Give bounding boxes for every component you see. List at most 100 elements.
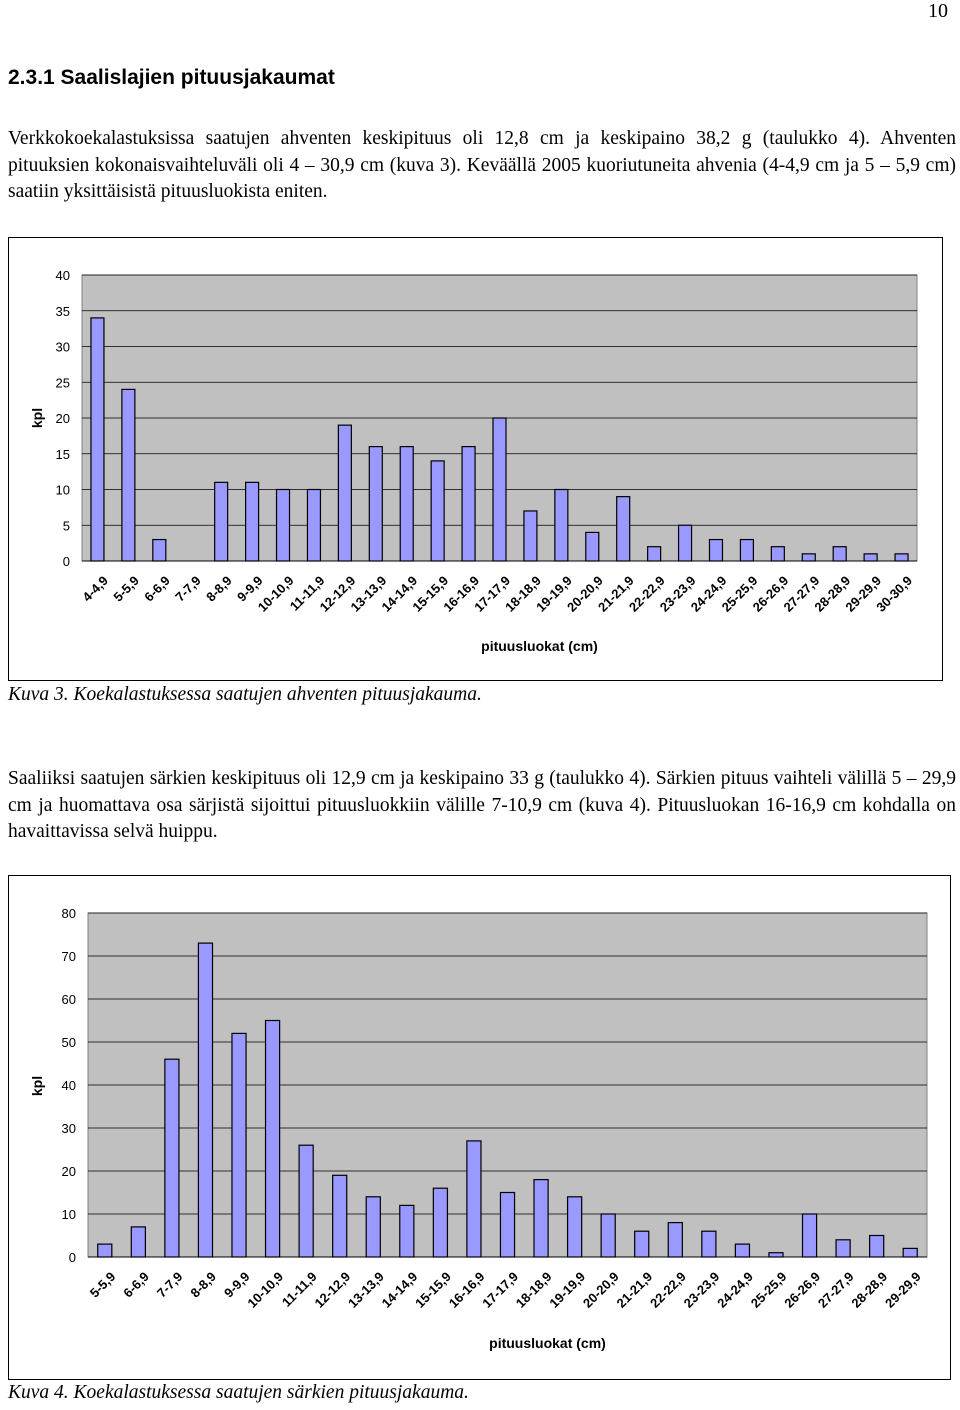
bar [275, 488, 291, 562]
paragraph-perch: Verkkokoekalastuksissa saatujen ahventen… [8, 128, 956, 202]
y-tick-label: 20 [56, 411, 70, 426]
bar [533, 1179, 549, 1258]
x-tick-label: 5-5,9 [110, 573, 142, 605]
x-tick-label: 7-7,9 [172, 573, 204, 605]
y-tick-label: 25 [56, 375, 70, 390]
bar [768, 1252, 784, 1258]
bar [298, 1144, 314, 1258]
x-tick-label: 19-19,9 [546, 1269, 588, 1311]
y-tick-label: 70 [62, 949, 76, 964]
x-tick-label: 24-24,9 [714, 1269, 756, 1311]
bar [130, 1226, 146, 1258]
bar [554, 488, 569, 562]
bar [197, 942, 214, 1258]
bar [306, 488, 322, 562]
bar [432, 1187, 449, 1258]
x-tick-label: 4-4,9 [79, 573, 111, 605]
bar [399, 1204, 415, 1258]
y-tick-label: 30 [56, 340, 70, 355]
x-tick-label: 22-22,9 [647, 1269, 689, 1311]
bar [667, 1222, 683, 1258]
x-axis-title: pituusluokat (cm) [481, 638, 598, 654]
y-tick-label: 80 [62, 906, 76, 921]
bar [869, 1234, 885, 1258]
bar [677, 524, 693, 562]
x-tick-label: 15-15,9 [412, 1269, 454, 1311]
bar [600, 1213, 616, 1258]
x-tick-label: 16-16,9 [446, 1269, 488, 1311]
y-tick-label: 5 [63, 518, 70, 533]
x-tick-label: 26-26,9 [781, 1269, 823, 1311]
bar [634, 1230, 650, 1258]
y-tick-label: 40 [62, 1078, 76, 1093]
x-tick-label: 8-8,9 [187, 1269, 219, 1301]
y-tick-label: 0 [63, 554, 70, 569]
bar [466, 1140, 482, 1258]
bar [337, 424, 352, 562]
bar [585, 531, 600, 562]
figure-caption-3: Kuva 3. Koekalastuksessa saatujen ahvent… [8, 684, 482, 705]
bar [461, 446, 476, 562]
x-tick-label: 14-14,9 [379, 1269, 421, 1311]
bar [832, 546, 847, 562]
bar [523, 510, 538, 562]
x-tick-label: 23-23,9 [681, 1269, 723, 1311]
bar [801, 553, 816, 562]
x-tick-label: 6-6,9 [141, 573, 173, 605]
y-tick-label: 20 [62, 1164, 76, 1179]
y-axis-title: kpl [29, 408, 45, 428]
bar [90, 317, 105, 562]
y-tick-label: 10 [56, 483, 70, 498]
perch-length-chart: 0 5 10 15 20 25 30 35 40 4-4,9 5-5,9 6-6,9 7-7,9 8-8,… [8, 237, 943, 681]
bar [616, 496, 631, 562]
roach-length-chart: 0 10 20 30 40 50 60 70 80 5-5,9 6-6,9 7-7,9 8-8,9 9-9… [8, 875, 951, 1380]
x-tick-label: 13-13,9 [345, 1269, 387, 1311]
y-tick-label: 60 [62, 992, 76, 1007]
bar [365, 1196, 381, 1258]
bar [863, 553, 878, 562]
bar [894, 553, 909, 562]
perch-length-chart-svg: 0 5 10 15 20 25 30 35 40 4-4,9 5-5,9 6-6,9 7-7,9 8-8,… [29, 268, 918, 654]
x-tick-label: 12-12,9 [311, 1269, 353, 1311]
bar [399, 446, 414, 562]
x-tick-label: 20-20,9 [580, 1269, 622, 1311]
bar [701, 1230, 717, 1258]
y-tick-label: 40 [56, 268, 70, 283]
y-tick-label: 30 [62, 1121, 76, 1136]
x-tick-label: 8-8,9 [203, 573, 235, 605]
bar [734, 1243, 751, 1258]
x-tick-label: 5-5,9 [87, 1269, 119, 1301]
y-tick-label: 50 [62, 1035, 76, 1050]
bar [708, 538, 724, 562]
bar [902, 1247, 918, 1258]
x-tick-label: 18-18,9 [513, 1269, 555, 1311]
bar [121, 388, 136, 562]
section-heading: 2.3.1 Saalislajien pituusjakaumat [8, 66, 335, 89]
x-tick-label: 17-17,9 [479, 1269, 521, 1311]
x-tick-label: 6-6,9 [120, 1269, 152, 1301]
bar [368, 446, 383, 562]
bar [97, 1243, 113, 1258]
bar [566, 1196, 583, 1258]
y-tick-label: 10 [62, 1207, 76, 1222]
bar [231, 1032, 247, 1258]
bar [492, 417, 507, 562]
x-tick-label: 21-21,9 [614, 1269, 656, 1311]
bar [499, 1191, 516, 1258]
y-tick-label: 0 [69, 1250, 76, 1265]
x-axis-title: pituusluokat (cm) [489, 1335, 606, 1351]
y-tick-label: 15 [56, 447, 70, 462]
x-tick-label: 7-7,9 [154, 1269, 186, 1301]
bar [739, 538, 755, 562]
y-tick-label: 35 [56, 304, 70, 319]
bar [244, 481, 260, 562]
bar [214, 481, 229, 562]
figure-caption-4: Kuva 4. Koekalastuksessa saatujen särkie… [8, 1382, 469, 1403]
paragraph-roach: Saaliiksi saatujen särkien keskipituus o… [8, 768, 956, 842]
x-tick-label: 25-25,9 [748, 1269, 790, 1311]
bar [835, 1239, 851, 1258]
x-tick-label: 27-27,9 [815, 1269, 857, 1311]
bar [801, 1213, 818, 1258]
y-axis-title: kpl [29, 1076, 45, 1096]
bar [332, 1174, 348, 1258]
